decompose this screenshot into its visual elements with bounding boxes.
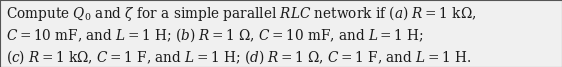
Text: Compute $Q_0$ and $\zeta$ for a simple parallel $RLC$ network if $(a)$ $R = 1$ k: Compute $Q_0$ and $\zeta$ for a simple p… [6,4,476,23]
Text: $C = 10$ mF, and $L = 1$ H; $(b)$ $R = 1$ $\Omega$, $C = 10$ mF, and $L = 1$ H;: $C = 10$ mF, and $L = 1$ H; $(b)$ $R = 1… [6,27,424,44]
Text: $(c)$ $R = 1$ k$\Omega$, $C = 1$ F, and $L = 1$ H; $(d)$ $R = 1$ $\Omega$, $C = : $(c)$ $R = 1$ k$\Omega$, $C = 1$ F, and … [6,49,471,66]
